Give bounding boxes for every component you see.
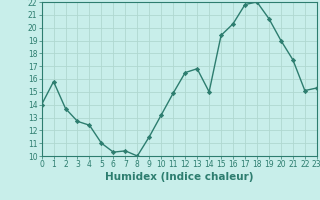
X-axis label: Humidex (Indice chaleur): Humidex (Indice chaleur): [105, 172, 253, 182]
